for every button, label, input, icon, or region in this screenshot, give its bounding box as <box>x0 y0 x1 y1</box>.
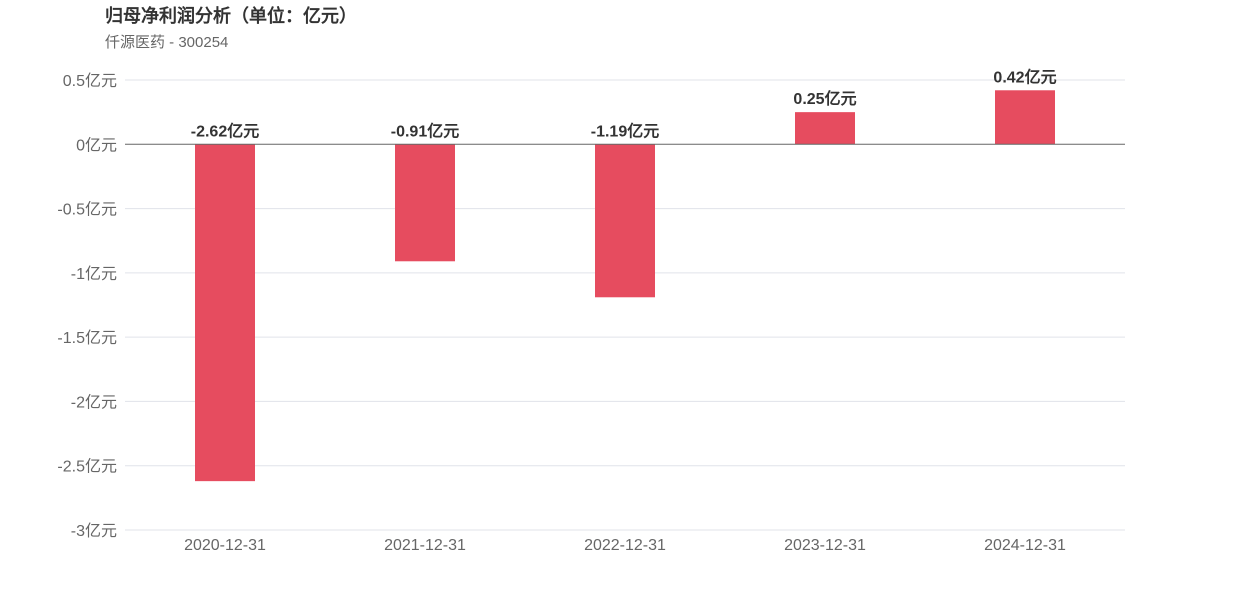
chart-title: 归母净利润分析（单位：亿元） <box>105 6 357 26</box>
y-tick-label: -1.5亿元 <box>57 329 117 347</box>
data-label: 0.25亿元 <box>793 89 856 108</box>
data-label: -1.19亿元 <box>591 121 659 140</box>
x-tick-label: 2020-12-31 <box>184 537 266 554</box>
y-axis-ticks: 0.5亿元 0亿元 -0.5亿元 -1亿元 -1.5亿元 -2亿元 -2.5亿元 -3亿元 <box>57 72 117 540</box>
chart-subtitle: 仟源医药 - 300254 <box>105 34 229 51</box>
y-tick-label: 0亿元 <box>76 136 117 154</box>
x-tick-label: 2021-12-31 <box>384 537 466 554</box>
data-labels: -2.62亿元 -0.91亿元 -1.19亿元 0.25亿元 0.42亿元 <box>191 67 1057 140</box>
x-tick-label: 2023-12-31 <box>784 537 866 554</box>
bar <box>995 90 1055 145</box>
bar <box>395 144 455 262</box>
data-label: -0.91亿元 <box>391 121 459 140</box>
bar <box>795 112 855 145</box>
bars <box>195 90 1055 482</box>
bar <box>195 144 255 482</box>
y-tick-label: -0.5亿元 <box>57 201 117 219</box>
x-tick-label: 2024-12-31 <box>984 537 1066 554</box>
y-tick-label: -1亿元 <box>71 265 117 283</box>
grid-lines <box>125 79 1125 531</box>
x-tick-label: 2022-12-31 <box>584 537 666 554</box>
data-label: 0.42亿元 <box>993 67 1056 86</box>
y-tick-label: -2.5亿元 <box>57 458 117 476</box>
bar <box>595 144 655 298</box>
y-tick-label: -3亿元 <box>71 522 117 540</box>
x-axis-ticks: 2020-12-31 2021-12-31 2022-12-31 2023-12-31… <box>184 537 1066 554</box>
y-tick-label: -2亿元 <box>71 393 117 411</box>
data-label: -2.62亿元 <box>191 121 259 140</box>
y-tick-label: 0.5亿元 <box>63 72 117 90</box>
